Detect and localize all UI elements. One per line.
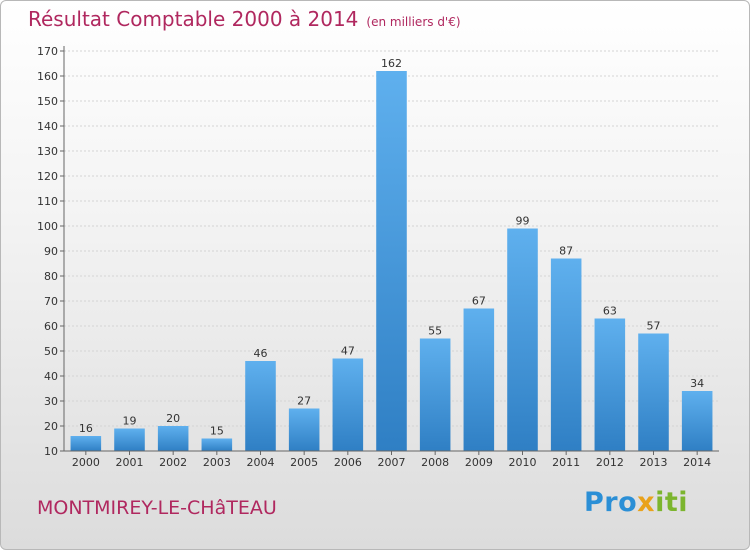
bar-2003 (201, 438, 233, 451)
bar-2010 (507, 228, 538, 451)
chart-title: Résultat Comptable 2000 à 2014 (en millie… (28, 7, 461, 31)
y-tick-label: 120 (37, 170, 58, 183)
data-label-2014: 34 (690, 377, 704, 390)
x-tick-label-2013: 2013 (640, 456, 668, 469)
bars: 16 19 20 15 46 27 47 162 55 67 99 87 63 57 34 (70, 57, 713, 451)
data-label-2003: 15 (210, 425, 224, 438)
location-label: MONTMIREY-LE-CHâTEAU (37, 497, 277, 519)
bar-2000 (70, 436, 102, 451)
data-label-2002: 20 (166, 412, 180, 425)
y-tick-label: 160 (37, 70, 58, 83)
x-tick-label-2007: 2007 (378, 456, 406, 469)
y-tick-label: 50 (44, 345, 58, 358)
y-tick-label: 170 (37, 45, 58, 58)
bar-2011 (550, 258, 582, 451)
bar-2008 (419, 338, 451, 451)
data-label-2011: 87 (559, 245, 573, 258)
y-tick-label: 80 (44, 270, 58, 283)
data-label-2001: 19 (123, 415, 137, 428)
y-tick-label: 110 (37, 195, 58, 208)
x-tick-label-2000: 2000 (72, 456, 100, 469)
y-tick-label: 40 (44, 370, 58, 383)
bar-2002 (157, 426, 189, 451)
bar-2012 (594, 318, 626, 451)
data-label-2006: 47 (341, 345, 355, 358)
bar-2013 (638, 333, 669, 451)
y-tick-label: 60 (44, 320, 58, 333)
y-tick-label: 130 (37, 145, 58, 158)
y-tick-label: 150 (37, 95, 58, 108)
y-tick-label: 90 (44, 245, 58, 258)
x-tick-label-2008: 2008 (421, 456, 449, 469)
x-tick-label-2006: 2006 (334, 456, 362, 469)
data-label-2010: 99 (516, 215, 530, 228)
y-tick-label: 70 (44, 295, 58, 308)
chart-subtitle: (en milliers d'€) (366, 15, 461, 29)
y-tick-label: 30 (44, 395, 58, 408)
data-label-2008: 55 (428, 325, 442, 338)
y-tick-label: 20 (44, 420, 58, 433)
bar-2004 (245, 361, 276, 451)
bar-2005 (288, 408, 320, 451)
data-label-2004: 46 (254, 347, 268, 360)
bar-2014 (681, 391, 713, 451)
x-tick-label-2012: 2012 (596, 456, 624, 469)
bar-2009 (463, 308, 495, 451)
x-tick-label-2009: 2009 (465, 456, 493, 469)
y-tick-label: 10 (44, 445, 58, 458)
x-tick-label-2001: 2001 (116, 456, 144, 469)
x-tick-label-2011: 2011 (552, 456, 580, 469)
bar-2001 (114, 428, 145, 451)
data-label-2007: 162 (381, 57, 402, 70)
bar-2006 (332, 358, 364, 451)
axes: 10 20 30 40 50 60 70 80 90 100 110 120 130 140 150 160 1… (37, 45, 719, 469)
x-tick-label-2014: 2014 (683, 456, 711, 469)
x-tick-label-2010: 2010 (509, 456, 537, 469)
data-label-2009: 67 (472, 295, 486, 308)
y-tick-label: 140 (37, 120, 58, 133)
x-tick-label-2004: 2004 (247, 456, 275, 469)
x-tick-label-2005: 2005 (290, 456, 318, 469)
data-label-2012: 63 (603, 305, 617, 318)
title-text: Résultat Comptable 2000 à 2014 (28, 7, 359, 31)
proxiti-logo: Proxiti (584, 487, 688, 518)
data-label-2000: 16 (79, 422, 93, 435)
x-tick-label-2002: 2002 (159, 456, 187, 469)
bar-2007 (376, 71, 407, 451)
y-tick-label: 100 (37, 220, 58, 233)
x-tick-label-2003: 2003 (203, 456, 231, 469)
data-label-2005: 27 (297, 395, 311, 408)
data-label-2013: 57 (647, 320, 661, 333)
